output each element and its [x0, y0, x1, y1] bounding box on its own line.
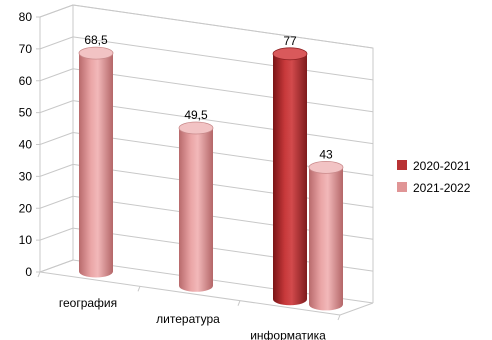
data-labels: 68,5 49,5 77 43 — [84, 33, 333, 161]
data-label: 77 — [283, 34, 297, 48]
y-tick-label: 10 — [19, 233, 33, 247]
y-tick-label: 70 — [19, 42, 33, 56]
gridline-side — [39, 227, 74, 241]
legend-swatch — [397, 182, 407, 192]
gridline-side — [39, 259, 74, 273]
data-label: 68,5 — [84, 33, 108, 47]
x-tick-mark — [337, 314, 341, 321]
category-labels: география литература информатика — [37, 271, 341, 340]
y-tick-label: 0 — [25, 265, 32, 279]
x-tick-mark — [137, 286, 141, 292]
data-label: 43 — [319, 147, 333, 161]
data-label: 49,5 — [184, 108, 208, 122]
gridline-side — [39, 68, 74, 82]
y-tick-label: 40 — [19, 138, 33, 152]
y-tick-label: 50 — [19, 106, 33, 120]
legend-item: 2020-2021 — [397, 159, 471, 173]
gridline-side — [39, 132, 74, 145]
legend-swatch — [397, 160, 407, 170]
gridline-side — [39, 36, 74, 50]
gridline — [72, 100, 374, 145]
bars — [78, 46, 344, 311]
gridline — [72, 36, 374, 81]
bar — [178, 121, 214, 292]
y-axis-ticks: 0 10 20 30 40 50 60 70 80 — [19, 10, 33, 279]
legend-label: 2021-2022 — [413, 181, 471, 195]
gridline-side — [39, 195, 74, 209]
legend-item: 2021-2022 — [397, 181, 471, 195]
bar — [272, 47, 308, 306]
gridline-side — [39, 100, 74, 114]
gridline — [72, 68, 374, 113]
y-tick-label: 80 — [19, 10, 33, 24]
category-label: литература — [156, 312, 220, 326]
category-label: информатика — [250, 328, 326, 340]
y-tick-label: 30 — [19, 169, 33, 183]
legend-label: 2020-2021 — [413, 159, 471, 173]
x-tick-mark — [37, 271, 41, 278]
bar — [308, 160, 344, 311]
category-label: география — [59, 296, 117, 310]
gridline — [72, 4, 374, 49]
gridline-side — [39, 163, 74, 177]
gridline-side — [39, 4, 74, 18]
legend: 2020-2021 2021-2022 — [397, 159, 471, 195]
bar — [78, 46, 114, 278]
x-tick-mark — [237, 300, 241, 306]
y-tick-label: 60 — [19, 74, 33, 88]
y-tick-label: 20 — [19, 201, 33, 215]
